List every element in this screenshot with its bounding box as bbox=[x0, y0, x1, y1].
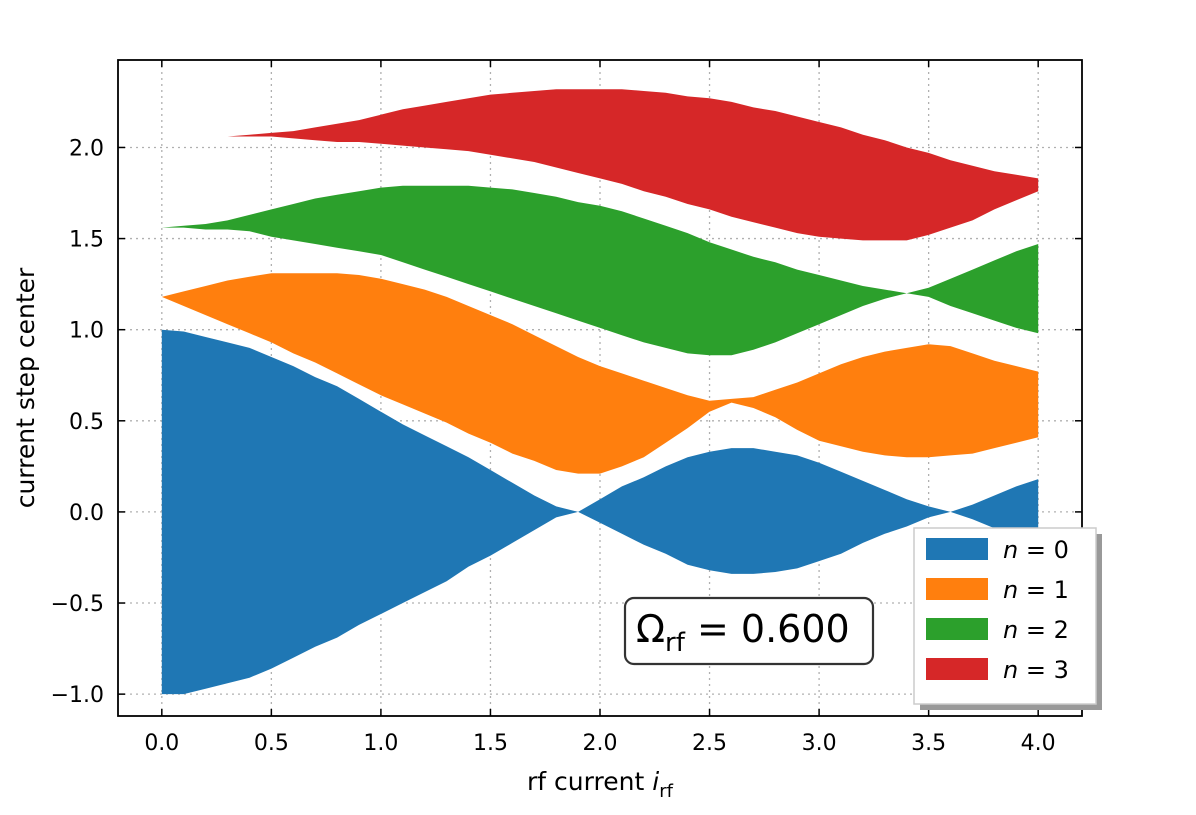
legend-label-value: = 1 bbox=[1018, 576, 1069, 604]
y-tick-label: −0.5 bbox=[51, 592, 104, 617]
omega-annotation: Ωrf = 0.600 bbox=[623, 596, 875, 666]
area-series-n1 bbox=[161, 273, 1039, 474]
legend-label-value: = 3 bbox=[1018, 656, 1069, 684]
area-series-n2 bbox=[161, 185, 1039, 356]
annotation-text: Ωrf = 0.600 bbox=[636, 607, 850, 658]
annotation-symbol: Ω bbox=[636, 607, 665, 651]
x-tick-label: 3.0 bbox=[802, 731, 837, 756]
y-tick-label: −1.0 bbox=[51, 683, 104, 708]
x-tick-label: 1.0 bbox=[363, 731, 398, 756]
legend-label-value: = 0 bbox=[1018, 536, 1069, 564]
x-tick-label: 0.5 bbox=[254, 731, 289, 756]
legend-label-var: n bbox=[1003, 616, 1018, 644]
y-axis-label: current step center bbox=[11, 267, 40, 508]
y-tick-label: 0.5 bbox=[69, 410, 104, 435]
annotation-frame bbox=[623, 596, 875, 666]
legend-label-var: n bbox=[1003, 576, 1018, 604]
x-tick-label: 2.5 bbox=[692, 731, 727, 756]
x-axis-label-subscript: rf bbox=[659, 781, 673, 802]
area-series-n0 bbox=[161, 329, 1039, 695]
legend-label: n = 2 bbox=[1003, 616, 1069, 644]
area-series-layer bbox=[161, 89, 1039, 695]
annotation-subscript: rf bbox=[665, 628, 686, 658]
area-series-n3 bbox=[161, 89, 1039, 241]
legend-label-var: n bbox=[1003, 536, 1018, 564]
y-tick-label: 1.0 bbox=[69, 319, 104, 344]
x-tick-label: 1.5 bbox=[473, 731, 508, 756]
x-tick-label: 3.5 bbox=[911, 731, 946, 756]
y-tick-label: 0.0 bbox=[69, 501, 104, 526]
legend-swatch bbox=[926, 658, 988, 680]
x-tick-label: 2.0 bbox=[583, 731, 618, 756]
x-axis-label: rf current irf bbox=[527, 767, 674, 802]
legend-label: n = 3 bbox=[1003, 656, 1069, 684]
legend: n = 0n = 1n = 2n = 3 bbox=[913, 527, 1102, 710]
legend-label: n = 1 bbox=[1003, 576, 1069, 604]
y-tick-label: 1.5 bbox=[69, 228, 104, 253]
x-axis-label-text: rf current bbox=[527, 767, 644, 796]
legend-swatch bbox=[926, 618, 988, 640]
legend-label-value: = 2 bbox=[1018, 616, 1069, 644]
x-tick-label: 0.0 bbox=[144, 731, 179, 756]
legend-label: n = 0 bbox=[1003, 536, 1069, 564]
annotation-value: = 0.600 bbox=[685, 607, 850, 651]
y-tick-label: 2.0 bbox=[69, 136, 104, 161]
legend-label-var: n bbox=[1003, 656, 1018, 684]
legend-swatch bbox=[926, 538, 988, 560]
plot-frame bbox=[117, 59, 1083, 717]
legend-entries: n = 0n = 1n = 2n = 3 bbox=[926, 536, 1069, 684]
ticks: 0.0 0.5 1.0 1.5 2.0 2.5 3.0 3.5 4.0 −1.0 −0.5 0.0 0.… bbox=[51, 60, 1082, 756]
x-axis-label-symbol: i bbox=[652, 767, 659, 796]
x-tick-label: 4.0 bbox=[1021, 731, 1056, 756]
legend-swatch bbox=[926, 578, 988, 600]
